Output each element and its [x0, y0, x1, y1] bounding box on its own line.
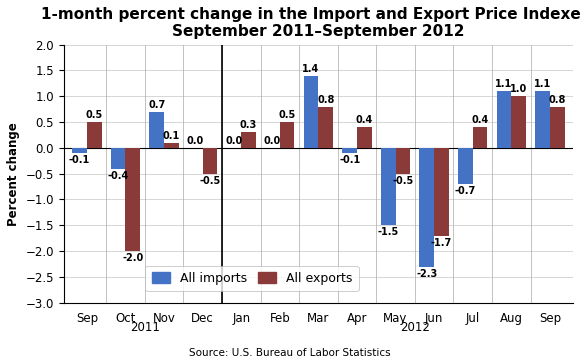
Bar — [72, 148, 87, 153]
Text: 0.4: 0.4 — [472, 115, 489, 125]
Text: 0.1: 0.1 — [163, 131, 180, 141]
Bar — [357, 127, 372, 148]
Bar — [434, 148, 449, 235]
Text: 1.1: 1.1 — [495, 79, 513, 89]
Bar — [381, 148, 396, 225]
Text: 0.0: 0.0 — [187, 136, 204, 146]
Text: -0.5: -0.5 — [200, 176, 220, 186]
Text: 2011: 2011 — [130, 321, 160, 334]
Text: -2.3: -2.3 — [416, 269, 437, 279]
Text: -1.7: -1.7 — [431, 238, 452, 248]
Bar — [512, 96, 526, 148]
Bar — [111, 148, 125, 168]
Text: 0.0: 0.0 — [264, 136, 281, 146]
Text: 1.1: 1.1 — [534, 79, 551, 89]
Bar — [164, 143, 179, 148]
Bar — [87, 122, 102, 148]
Text: -0.4: -0.4 — [107, 171, 129, 181]
Text: 1.0: 1.0 — [510, 84, 527, 94]
Text: -1.5: -1.5 — [378, 227, 399, 237]
Bar — [150, 112, 164, 148]
Text: 0.3: 0.3 — [240, 120, 257, 130]
Text: 2012: 2012 — [400, 321, 430, 334]
Text: 0.8: 0.8 — [317, 95, 335, 104]
Bar — [280, 122, 295, 148]
Text: Source: U.S. Bureau of Labor Statistics: Source: U.S. Bureau of Labor Statistics — [189, 348, 391, 358]
Text: -2.0: -2.0 — [122, 253, 143, 263]
Bar — [473, 127, 487, 148]
Y-axis label: Percent change: Percent change — [7, 122, 20, 225]
Bar — [458, 148, 473, 184]
Text: 1.4: 1.4 — [302, 64, 320, 73]
Text: -0.1: -0.1 — [339, 155, 360, 165]
Bar — [342, 148, 357, 153]
Bar — [202, 148, 218, 174]
Text: 0.8: 0.8 — [549, 95, 566, 104]
Bar — [396, 148, 410, 174]
Bar — [550, 107, 564, 148]
Bar — [496, 91, 512, 148]
Bar — [241, 132, 256, 148]
Bar — [419, 148, 434, 266]
Text: 0.7: 0.7 — [148, 100, 165, 110]
Bar — [535, 91, 550, 148]
Text: -0.7: -0.7 — [455, 186, 476, 196]
Bar — [125, 148, 140, 251]
Text: 0.5: 0.5 — [86, 110, 103, 120]
Bar — [318, 107, 333, 148]
Text: -0.1: -0.1 — [69, 155, 90, 165]
Text: 0.0: 0.0 — [225, 136, 242, 146]
Legend: All imports, All exports: All imports, All exports — [146, 266, 359, 291]
Text: -0.5: -0.5 — [392, 176, 414, 186]
Title: 1-month percent change in the Import and Export Price Indexes,
September 2011–Se: 1-month percent change in the Import and… — [41, 7, 580, 39]
Text: 0.5: 0.5 — [278, 110, 296, 120]
Bar — [304, 76, 318, 148]
Text: 0.4: 0.4 — [356, 115, 373, 125]
